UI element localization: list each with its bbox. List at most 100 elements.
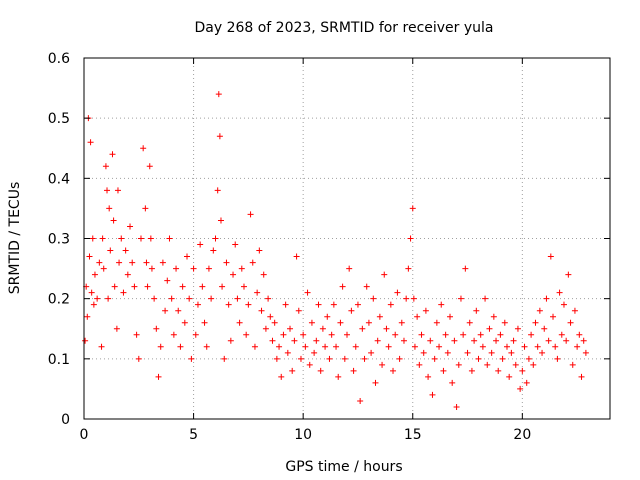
data-point [429,391,436,398]
data-point [422,307,429,314]
data-point [352,343,359,350]
data-point [425,373,432,380]
data-point [143,259,150,266]
data-point [379,361,386,368]
x-tick-labels: 0 5 10 15 20 [80,427,532,443]
data-point [89,235,96,242]
data-point [482,295,489,302]
data-point [455,361,462,368]
data-point [407,235,414,242]
data-point [322,343,329,350]
y-tick-label: 0.6 [48,51,70,67]
data-point [236,319,243,326]
data-point [214,187,221,194]
data-point [368,349,375,356]
data-point [359,325,366,332]
data-point [361,355,368,362]
data-point [396,355,403,362]
data-point [363,283,370,290]
data-point [528,331,535,338]
y-tick-label: 0 [61,412,70,428]
data-point [383,325,390,332]
data-point [129,259,136,266]
data-point [578,373,585,380]
axis-ticks [83,57,610,420]
data-point [560,301,567,308]
data-point [319,325,326,332]
data-point [135,355,142,362]
data-point [433,319,440,326]
data-point [159,259,166,266]
data-point [230,271,237,278]
data-point [311,349,318,356]
data-point [501,319,508,326]
data-point [240,283,247,290]
data-point [510,337,517,344]
data-point [569,361,576,368]
data-point [225,301,232,308]
data-point [249,259,256,266]
data-point [184,253,191,260]
y-tick-label: 0.2 [48,292,70,308]
data-point [330,301,337,308]
data-point [201,319,208,326]
data-point [91,271,98,278]
data-point [335,373,342,380]
data-point [234,295,241,302]
data-point [118,235,125,242]
data-point [190,265,197,272]
data-point [499,355,506,362]
data-point [344,331,350,338]
data-point [280,331,287,338]
data-point [111,283,118,290]
data-point [289,367,296,374]
data-point [460,331,467,338]
data-point [576,331,583,338]
data-point [177,343,184,350]
data-point [247,211,254,218]
data-point [556,289,563,296]
data-point [427,337,434,344]
data-point [503,343,510,350]
data-point [372,379,379,386]
data-point [403,295,410,302]
data-point [530,361,537,368]
x-tick-label: 20 [513,427,531,443]
data-point [339,283,346,290]
data-points [82,91,589,410]
data-point [317,367,324,374]
x-tick-label: 15 [404,427,422,443]
data-point [278,373,285,380]
data-point [514,325,521,332]
data-point [449,379,456,386]
data-point [451,337,458,344]
data-point [394,289,401,296]
data-point [313,337,320,344]
data-point [464,349,471,356]
data-point [525,355,532,362]
data-point [341,355,348,362]
data-point [243,331,250,338]
data-point [409,205,416,212]
data-point [146,163,153,170]
data-point [122,247,129,254]
data-point [284,349,291,356]
data-point [387,301,394,308]
data-point [398,319,405,326]
data-point [124,271,131,278]
data-point [374,337,381,344]
data-point [431,355,438,362]
data-point [147,235,154,242]
data-point [142,205,149,212]
data-point [333,343,340,350]
data-point [216,133,223,140]
data-point [495,367,502,374]
data-point [517,385,524,392]
data-point [173,265,180,272]
data-point [376,313,383,320]
data-point [297,355,304,362]
data-point [276,343,283,350]
data-point [484,361,491,368]
data-point [188,355,195,362]
